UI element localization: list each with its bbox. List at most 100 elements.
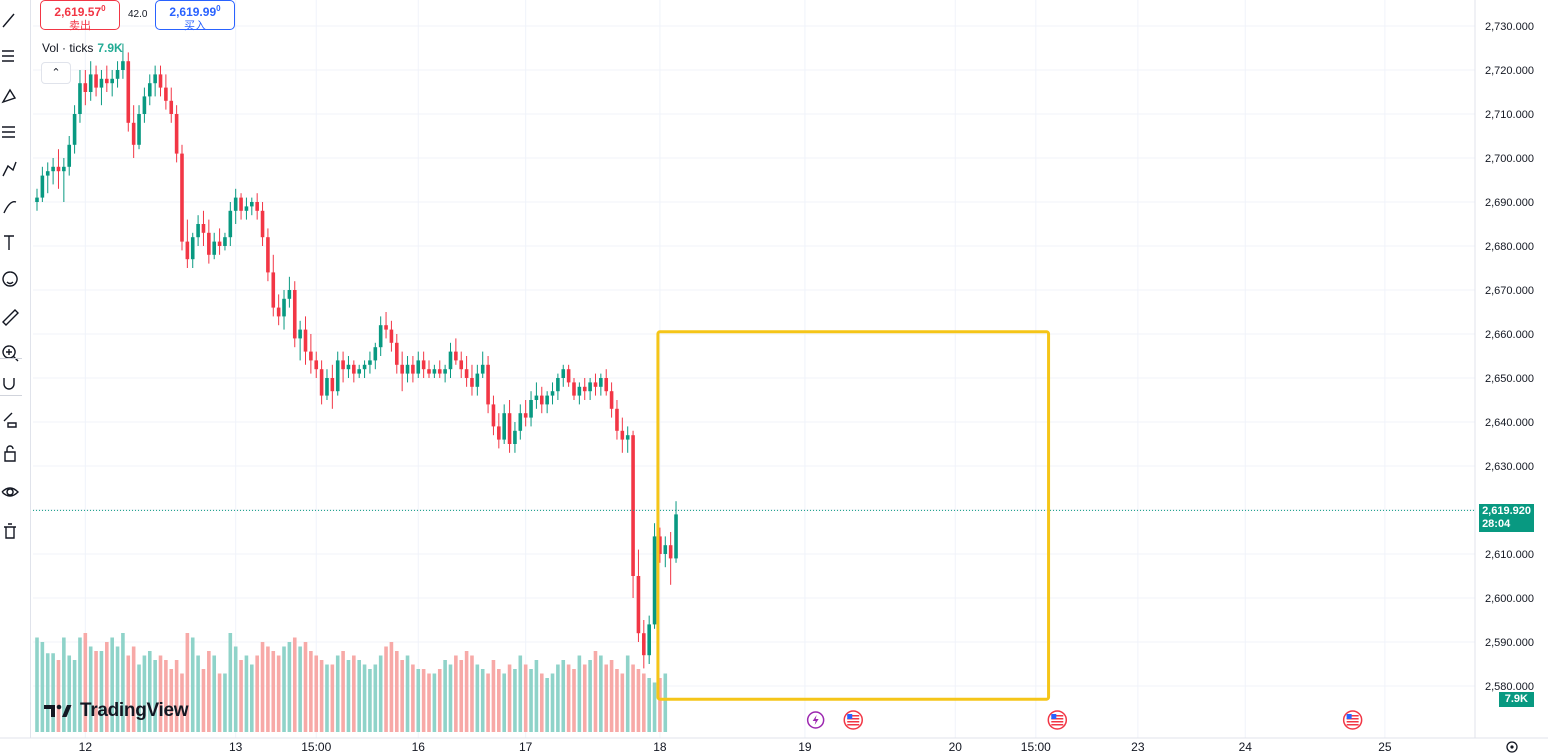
candle-body (577, 386, 582, 396)
time-axis-tick: 17 (519, 740, 533, 754)
volume-bar (620, 673, 625, 732)
candle-body (582, 386, 587, 392)
candle-body (674, 514, 678, 559)
volume-bar (309, 651, 313, 732)
flag-canton (847, 714, 853, 719)
candle-body (287, 290, 292, 299)
collapse-legend-button[interactable]: ⌃ (41, 62, 71, 84)
magnet-icon[interactable] (0, 372, 22, 394)
volume-bar (599, 655, 603, 732)
flag-stripe (847, 724, 860, 726)
spread-value: 42.0 (128, 9, 148, 20)
candle-body (539, 395, 544, 405)
price-axis-tick: 2,710.000 (1485, 109, 1534, 121)
candle-body (83, 83, 88, 92)
price-axis-tick: 2,580.000 (1485, 681, 1534, 693)
sell-button[interactable]: 2,619.570 卖出 (40, 0, 120, 32)
volume-bar (502, 673, 506, 732)
candle-body (180, 153, 184, 242)
candle-body (352, 364, 356, 374)
candle-body (131, 122, 136, 145)
candle-body (271, 272, 276, 308)
volume-bar (373, 664, 378, 732)
candle-body (373, 347, 378, 361)
candle-body (636, 576, 641, 634)
candle-body (491, 404, 496, 427)
candle-body (244, 206, 249, 211)
price-axis-tick: 2,650.000 (1485, 373, 1534, 385)
candle-body (309, 351, 313, 361)
volume-bar (244, 655, 249, 732)
volume-bar (185, 633, 190, 732)
candle-body (346, 364, 351, 370)
tradingview-logo[interactable]: TradingView (44, 700, 189, 722)
candle-body (78, 83, 82, 114)
trend-line-icon[interactable] (0, 45, 22, 67)
candle-body (341, 360, 345, 370)
volume-bar (228, 633, 233, 732)
pattern-icon[interactable] (0, 122, 22, 144)
forecast-icon[interactable] (0, 158, 22, 180)
candle-body (507, 413, 512, 444)
flag-stripe (1346, 721, 1359, 723)
volume-bar (164, 660, 168, 732)
volume-bar (158, 655, 163, 732)
volume-bar (480, 669, 485, 732)
candle-body (609, 391, 614, 409)
flag-stripe (1051, 724, 1064, 726)
price-axis-tick: 2,680.000 (1485, 241, 1534, 253)
candle-body (255, 202, 259, 211)
candle-body (642, 633, 646, 656)
volume-bar (609, 660, 614, 732)
volume-bar (233, 646, 238, 732)
lock-drawing-icon[interactable] (0, 407, 22, 429)
flag-canton (1051, 714, 1057, 719)
time-axis-tick: 12 (79, 740, 93, 754)
candle-body (427, 369, 431, 374)
price-axis-tick: 2,630.000 (1485, 461, 1534, 473)
candle-body (233, 197, 238, 211)
candle-body (223, 237, 227, 246)
settings-gear-center (1510, 745, 1514, 749)
volume-bar (137, 664, 141, 732)
last-price-tag: 2,619.920 28:04 (1479, 504, 1534, 532)
time-axis-tick: 20 (949, 740, 963, 754)
price-axis-tick: 2,590.000 (1485, 637, 1534, 649)
volume-bar (368, 669, 372, 732)
ruler-icon[interactable] (0, 305, 22, 327)
candle-body (497, 426, 501, 440)
volume-bar (513, 669, 517, 732)
volume-bar (615, 669, 619, 732)
candle-body (56, 166, 61, 172)
volume-bar (518, 655, 523, 732)
volume-bar (319, 660, 324, 732)
buy-price-sup: 0 (216, 4, 221, 13)
volume-bar (153, 660, 157, 732)
candle-body (448, 351, 453, 370)
candle-body (523, 413, 528, 418)
fib-icon[interactable] (0, 85, 22, 107)
price-axis-tick: 2,600.000 (1485, 593, 1534, 605)
candle-body (368, 360, 372, 365)
volume-bar (475, 664, 480, 732)
flag-stripe (1346, 718, 1359, 720)
eye-icon[interactable] (0, 481, 22, 503)
emoji-icon[interactable] (0, 269, 22, 291)
brush-icon[interactable] (0, 196, 22, 218)
volume-bar (378, 655, 383, 732)
volume-legend[interactable]: Vol · ticks 7.9K (42, 41, 123, 55)
crosshair-line-icon[interactable] (0, 10, 22, 32)
volume-bar (362, 664, 367, 732)
buy-button[interactable]: 2,619.990 买入 (155, 0, 235, 32)
candle-body (169, 100, 174, 114)
volume-bar (298, 646, 302, 732)
price-axis-tick: 2,730.000 (1485, 21, 1534, 33)
lock-icon[interactable] (0, 442, 22, 464)
text-icon[interactable] (0, 232, 22, 254)
volume-bar (658, 678, 662, 732)
trash-icon[interactable] (0, 520, 22, 542)
price-axis-tick: 2,720.000 (1485, 65, 1534, 77)
volume-bar (421, 669, 426, 732)
volume-bar (341, 651, 345, 732)
